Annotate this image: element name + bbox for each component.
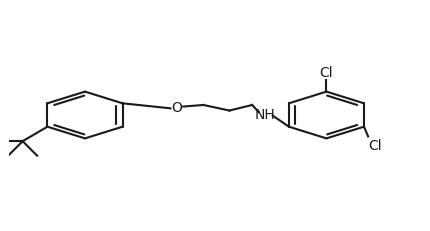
Text: Cl: Cl [319,66,333,80]
Text: Cl: Cl [368,138,382,152]
Text: O: O [172,101,182,115]
Text: NH: NH [255,107,276,121]
